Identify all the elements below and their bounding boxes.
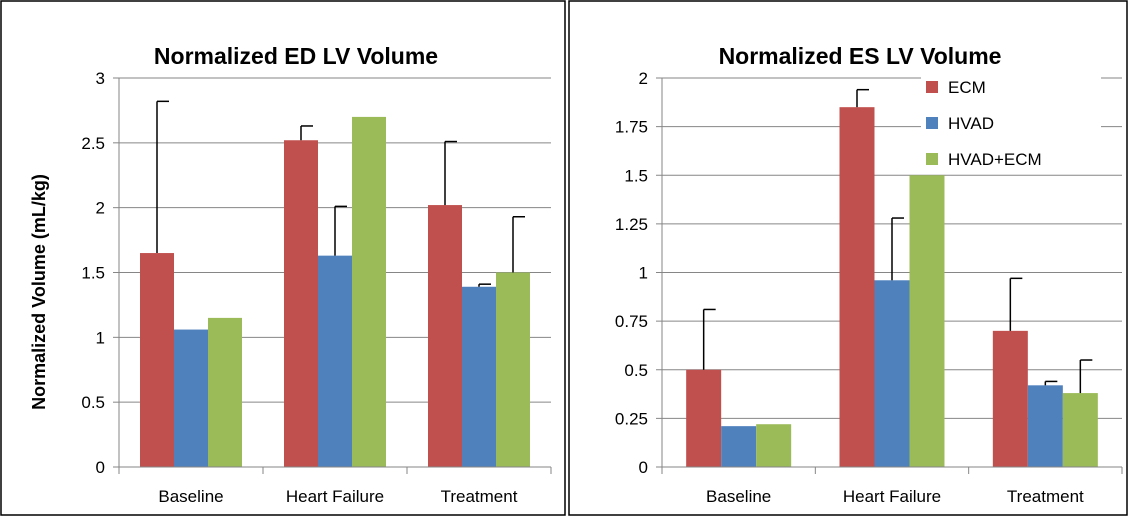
bar-hvad-ecm-baseline <box>756 424 792 467</box>
left-y-tick-label: 0 <box>96 458 105 477</box>
legend: ECM HVAD HVAD+ECM <box>921 73 1101 173</box>
bar-hvad-treatment <box>462 286 496 467</box>
bar-ecm-treatment <box>992 330 1028 467</box>
left-y-tick-label: 1 <box>96 328 105 347</box>
right-y-tick-label: 1.5 <box>624 166 648 185</box>
left-y-tick-label: 0.5 <box>81 393 105 412</box>
bar-hvad-heart-failure <box>874 280 910 467</box>
bar-hvad-ecm-baseline <box>208 317 242 467</box>
right-x-tick-label: Baseline <box>706 487 771 506</box>
right-y-tick-label: 1.25 <box>615 215 648 234</box>
legend-entry-background <box>921 145 1101 173</box>
bar-hvad-treatment <box>1027 385 1063 467</box>
bar-ecm-heart-failure <box>284 140 318 468</box>
left-y-tick-label: 1.5 <box>81 264 105 283</box>
right-y-tick-label: 0.5 <box>624 361 648 380</box>
right-x-tick-label: Treatment <box>1007 487 1084 506</box>
right-axes: 0 0.25 0.5 0.75 1 1.25 1.5 1.75 2 Baseline Heart F… <box>615 69 1123 506</box>
left-x-tick-label: Heart Failure <box>286 487 384 506</box>
right-chart-title: Normalized ES LV Volume <box>719 43 1002 69</box>
legend-swatch <box>926 153 938 165</box>
legend-swatch <box>926 117 938 129</box>
left-y-tick-label: 3 <box>96 69 105 88</box>
legend-label: HVAD <box>948 114 994 133</box>
bar-hvad-ecm-heart-failure <box>352 116 386 468</box>
legend-label: HVAD+ECM <box>948 150 1042 169</box>
right-y-tick-label: 1.75 <box>615 118 648 137</box>
right-chart: Normalized ES LV Volume 0 0.25 0.5 0.75 1 1.2… <box>615 43 1123 506</box>
left-bars <box>140 100 530 468</box>
bar-ecm-treatment <box>428 205 462 467</box>
bar-hvad-ecm-heart-failure <box>909 175 945 467</box>
right-y-tick-label: 1 <box>639 264 648 283</box>
right-y-tick-label: 0.75 <box>615 312 648 331</box>
legend-label: ECM <box>948 78 986 97</box>
left-y-tick-label: 2 <box>96 199 105 218</box>
bar-hvad-heart-failure <box>318 255 352 467</box>
bar-ecm-heart-failure <box>839 107 875 468</box>
legend-entry-background <box>921 73 1101 101</box>
left-chart-title: Normalized ED LV Volume <box>154 43 438 69</box>
right-y-tick-label: 2 <box>639 69 648 88</box>
left-x-tick-label: Treatment <box>441 487 518 506</box>
bar-ecm-baseline <box>686 369 722 467</box>
bar-hvad-baseline <box>721 426 757 467</box>
right-x-tick-label: Heart Failure <box>843 487 941 506</box>
left-x-tick-label: Baseline <box>158 487 223 506</box>
right-bars <box>686 88 1098 468</box>
bar-hvad-ecm-treatment <box>496 272 530 467</box>
left-chart: Normalized ED LV Volume Normalized Volum… <box>29 43 552 506</box>
right-y-tick-label: 0.25 <box>615 409 648 428</box>
bar-hvad-baseline <box>174 329 208 467</box>
right-y-tick-label: 0 <box>639 458 648 477</box>
left-chart-y-axis-label: Normalized Volume (mL/kg) <box>29 174 49 410</box>
left-y-tick-label: 2.5 <box>81 134 105 153</box>
left-axes: 0 0.5 1 1.5 2 2.5 3 Baseline Heart Failure Treatm… <box>81 69 552 506</box>
bar-hvad-ecm-treatment <box>1062 393 1098 467</box>
legend-swatch <box>926 81 938 93</box>
legend-entry-background <box>921 109 1101 137</box>
bar-ecm-baseline <box>140 253 174 467</box>
